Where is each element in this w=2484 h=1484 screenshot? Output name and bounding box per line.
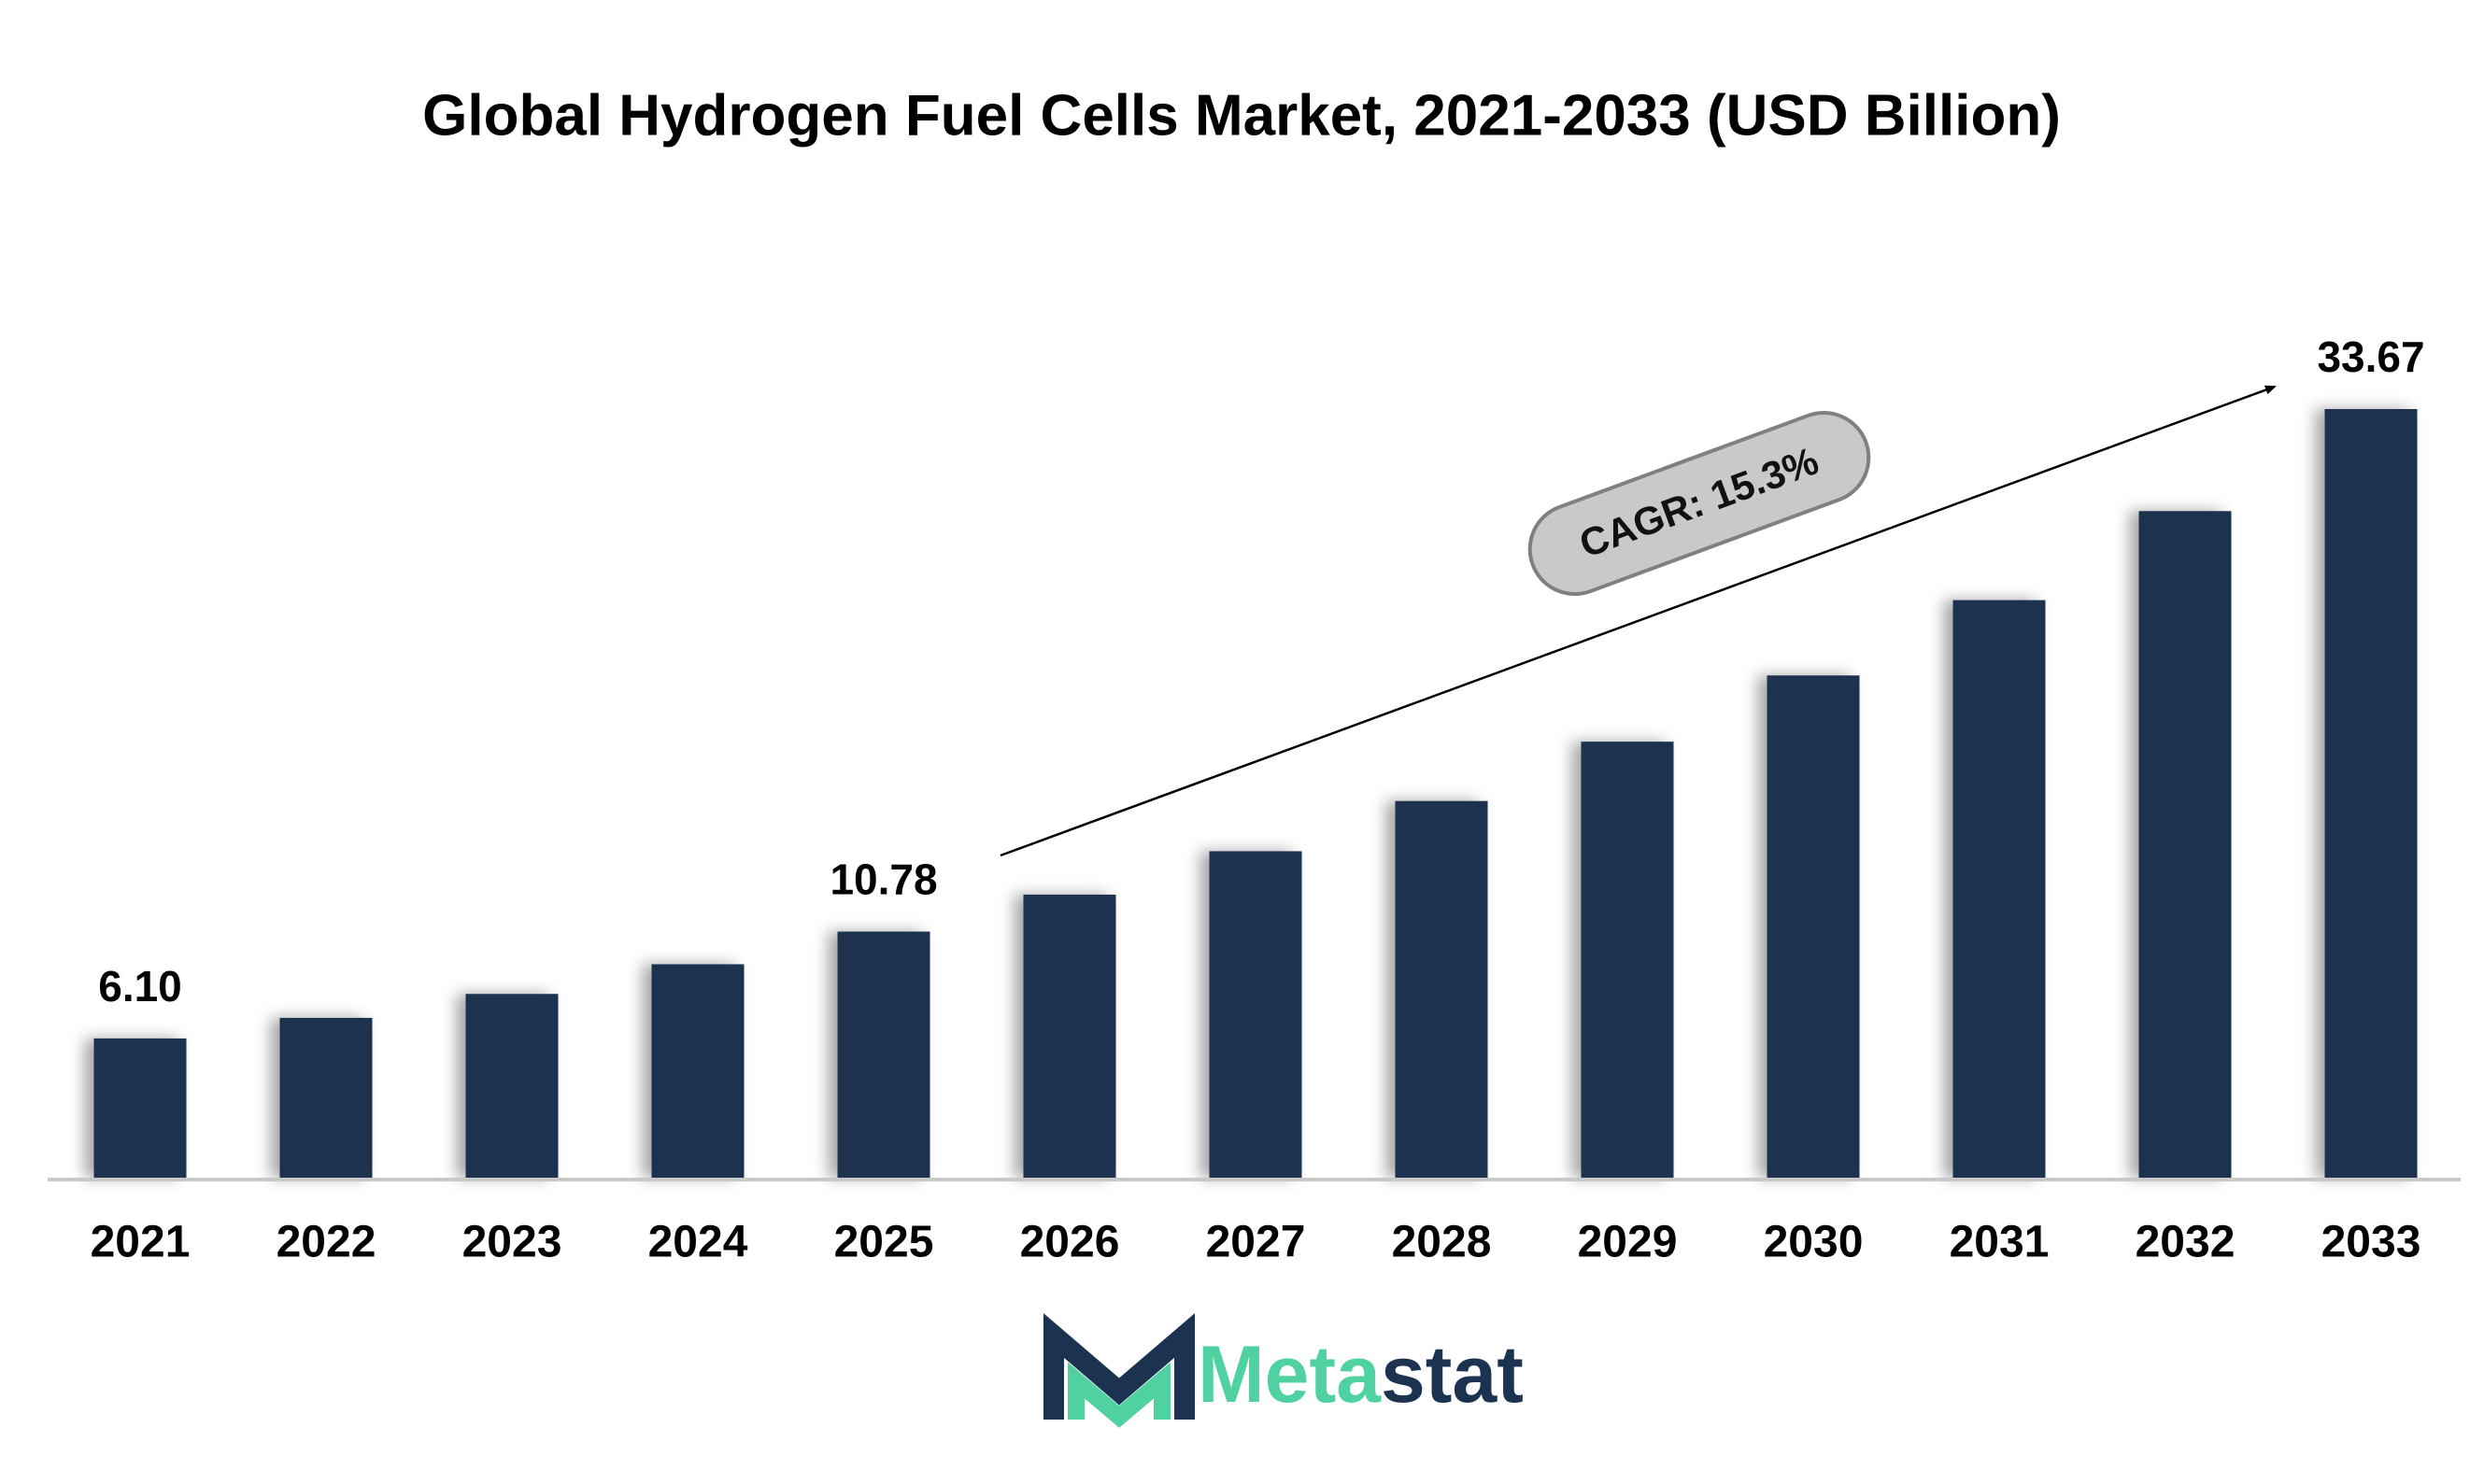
x-tick-label: 2023 [462,1218,562,1267]
bar [1581,742,1674,1178]
x-tick-label: 2021 [91,1218,191,1267]
value-label: 6.10 [98,962,182,1011]
logo-icon-accent [1068,1362,1171,1428]
bar [651,964,745,1178]
bar [1023,894,1116,1178]
bar [837,931,930,1178]
x-tick-label: 2029 [1578,1218,1678,1267]
logo-text-part: Meta [1198,1330,1382,1420]
x-tick-label: 2026 [1020,1218,1120,1267]
value-label: 33.67 [2317,332,2424,381]
bar [279,1017,373,1178]
x-tick-label: 2028 [1392,1218,1492,1267]
x-tick-label: 2022 [277,1218,376,1267]
bar [93,1038,187,1178]
bars [93,409,2418,1178]
x-tick-label: 2032 [2136,1218,2236,1267]
bar [1767,675,1860,1178]
logo-icon [1043,1313,1195,1420]
bar [2138,511,2232,1178]
bar [1395,800,1488,1178]
x-tick-label: 2025 [834,1218,934,1267]
chart-title: Global Hydrogen Fuel Cells Market, 2021-… [422,83,2061,148]
logo-text-part: stat [1381,1330,1524,1420]
x-tick-label: 2027 [1206,1218,1306,1267]
x-tick-label: 2033 [2321,1218,2421,1267]
trend-arrow [1000,385,2277,857]
x-tick-label: 2024 [648,1218,748,1267]
logo: Metastat [1043,1313,1524,1428]
cagr-box [1527,410,1871,597]
cagr-badge: CAGR: 15.3% [1527,410,1871,597]
x-tick-label: 2031 [1950,1218,2050,1267]
bar [1209,851,1302,1178]
bar [2324,409,2418,1178]
x-tick-label: 2030 [1764,1218,1864,1267]
logo-text: Metastat [1198,1330,1524,1420]
bar [1952,600,2046,1178]
bar [465,994,559,1178]
value-label: 10.78 [830,855,937,904]
